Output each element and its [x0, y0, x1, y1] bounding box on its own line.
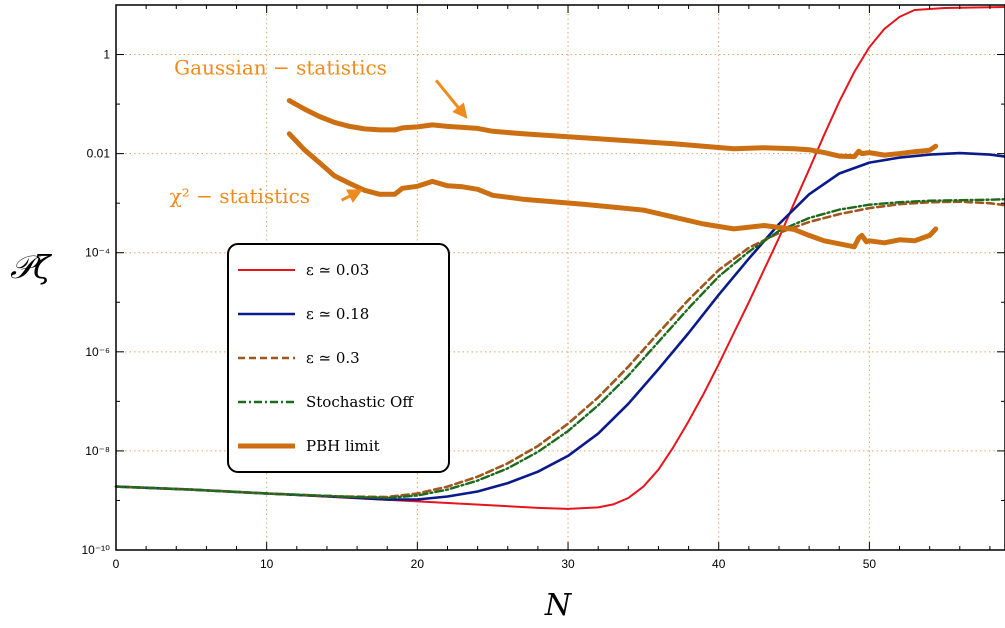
- series-layer: [114, 6, 1005, 510]
- x-tick-label: 0: [113, 557, 120, 571]
- y-axis-title: 𝒫ζ: [10, 248, 52, 286]
- plot-frame: [115, 4, 1005, 551]
- x-axis-title: N: [544, 588, 573, 623]
- annotation-arrow: [340, 189, 363, 203]
- legend-box: [227, 243, 450, 473]
- y-tick-label: 1: [103, 48, 110, 62]
- series-line: [114, 151, 1005, 501]
- legend: ε ≃ 0.03 ε ≃ 0.18 ε ≃ 0.3 Stochastic Off PBH…: [227, 243, 450, 473]
- x-tick-label: 40: [712, 557, 726, 571]
- annotation-label: χ² − statistics: [170, 184, 310, 208]
- tick-labels: 0 10 20 30 40 50 10⁻¹⁰ 10⁻⁸ 10⁻⁶ 10⁻⁴ 0.01 1: [82, 48, 877, 571]
- y-tick-label: 10⁻⁶: [85, 345, 110, 359]
- annotations: Gaussian − statistics χ² − statistics: [170, 55, 468, 208]
- axis-ticks: [115, 4, 1005, 551]
- legend-label: PBH limit: [306, 437, 380, 455]
- y-tick-label: 10⁻¹⁰: [82, 543, 111, 557]
- grid: [116, 5, 1005, 550]
- legend-label: Stochastic Off: [306, 393, 414, 411]
- x-tick-label: 20: [411, 557, 425, 571]
- legend-label: ε ≃ 0.18: [306, 305, 369, 323]
- x-tick-label: 50: [863, 557, 877, 571]
- legend-label: ε ≃ 0.03: [306, 261, 369, 279]
- series-line: [115, 6, 1005, 510]
- series-line: [286, 98, 939, 160]
- legend-label: ε ≃ 0.3: [306, 349, 360, 367]
- y-tick-label: 10⁻⁸: [85, 444, 110, 458]
- series-line: [286, 131, 939, 250]
- series-line: [114, 198, 1005, 500]
- annotation-label: Gaussian − statistics: [174, 55, 387, 79]
- x-tick-label: 10: [260, 557, 274, 571]
- y-tick-label: 10⁻⁴: [85, 246, 110, 260]
- annotation-arrow: [434, 79, 468, 119]
- y-tick-label: 0.01: [87, 147, 111, 161]
- x-tick-label: 30: [561, 557, 575, 571]
